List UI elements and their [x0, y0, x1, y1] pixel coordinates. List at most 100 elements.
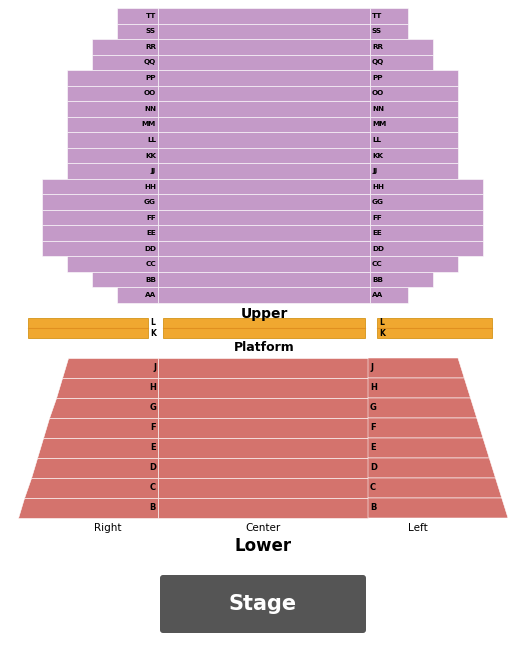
Text: H: H [370, 384, 377, 393]
Bar [370, 272, 433, 287]
Text: FF: FF [146, 214, 156, 220]
Text: MM: MM [372, 122, 386, 127]
Text: L: L [150, 318, 155, 327]
Bar [158, 378, 368, 398]
Bar [158, 498, 368, 518]
Bar [370, 86, 458, 101]
Text: H: H [149, 384, 156, 393]
Polygon shape [56, 378, 158, 398]
Bar [158, 458, 368, 478]
Bar [158, 226, 370, 241]
Bar [370, 39, 433, 55]
Bar [67, 117, 158, 132]
Bar [370, 287, 408, 303]
Bar [67, 70, 158, 86]
Polygon shape [49, 398, 158, 418]
Bar [42, 210, 158, 226]
FancyBboxPatch shape [160, 575, 366, 633]
Bar [158, 287, 370, 303]
Text: F: F [370, 424, 375, 432]
Polygon shape [43, 418, 158, 438]
Bar [28, 318, 148, 338]
Bar [370, 8, 408, 23]
Bar [158, 358, 368, 378]
Bar [370, 23, 408, 39]
Text: RR: RR [372, 44, 383, 50]
Bar [67, 86, 158, 101]
Bar [370, 256, 458, 272]
Text: C: C [370, 484, 376, 493]
Bar [158, 438, 368, 458]
Text: F: F [150, 424, 156, 432]
Bar [92, 55, 158, 70]
Polygon shape [368, 398, 477, 418]
Text: FF: FF [372, 214, 382, 220]
Text: B: B [150, 504, 156, 512]
Bar [158, 8, 370, 23]
Text: LL: LL [372, 137, 381, 143]
Text: KK: KK [372, 153, 383, 159]
Bar [158, 70, 370, 86]
Polygon shape [368, 438, 489, 458]
Text: D: D [370, 463, 377, 473]
Polygon shape [368, 378, 470, 398]
Text: E: E [150, 443, 156, 452]
Text: C: C [150, 484, 156, 493]
Text: CC: CC [372, 261, 383, 267]
Bar [158, 256, 370, 272]
Bar [370, 210, 483, 226]
Bar [377, 318, 492, 338]
Polygon shape [368, 358, 464, 378]
Bar [370, 179, 483, 194]
Text: K: K [150, 328, 156, 337]
Polygon shape [62, 358, 158, 378]
Bar [158, 148, 370, 163]
Text: SS: SS [146, 29, 156, 34]
Text: CC: CC [145, 261, 156, 267]
Text: Left: Left [408, 523, 428, 533]
Bar [42, 226, 158, 241]
Text: D: D [149, 463, 156, 473]
Bar [158, 418, 368, 438]
Polygon shape [18, 498, 158, 518]
Bar [158, 210, 370, 226]
Bar [158, 86, 370, 101]
Bar [158, 132, 370, 148]
Polygon shape [37, 438, 158, 458]
Bar [370, 70, 458, 86]
Text: DD: DD [144, 246, 156, 252]
Text: TT: TT [145, 13, 156, 19]
Bar [92, 39, 158, 55]
Text: AA: AA [372, 292, 383, 298]
Bar [158, 398, 368, 418]
Bar [158, 55, 370, 70]
Text: LL: LL [147, 137, 156, 143]
Text: Right: Right [94, 523, 122, 533]
Text: L: L [379, 318, 384, 327]
Text: DD: DD [372, 246, 384, 252]
Text: BB: BB [372, 277, 383, 283]
Bar [158, 39, 370, 55]
Bar [117, 287, 158, 303]
Text: OO: OO [144, 90, 156, 96]
Text: GG: GG [144, 199, 156, 205]
Text: B: B [370, 504, 376, 512]
Text: PP: PP [372, 75, 383, 81]
Bar [42, 194, 158, 210]
Polygon shape [368, 418, 483, 438]
Text: TT: TT [372, 13, 382, 19]
Text: G: G [149, 404, 156, 413]
Text: J: J [153, 363, 156, 372]
Text: EE: EE [372, 230, 382, 236]
Bar [370, 117, 458, 132]
Text: KK: KK [145, 153, 156, 159]
Polygon shape [24, 478, 158, 498]
Text: PP: PP [145, 75, 156, 81]
Polygon shape [368, 458, 496, 478]
Text: RR: RR [145, 44, 156, 50]
Bar [117, 8, 158, 23]
Text: GG: GG [372, 199, 384, 205]
Text: J: J [370, 363, 373, 372]
Bar [370, 226, 483, 241]
Text: EE: EE [146, 230, 156, 236]
